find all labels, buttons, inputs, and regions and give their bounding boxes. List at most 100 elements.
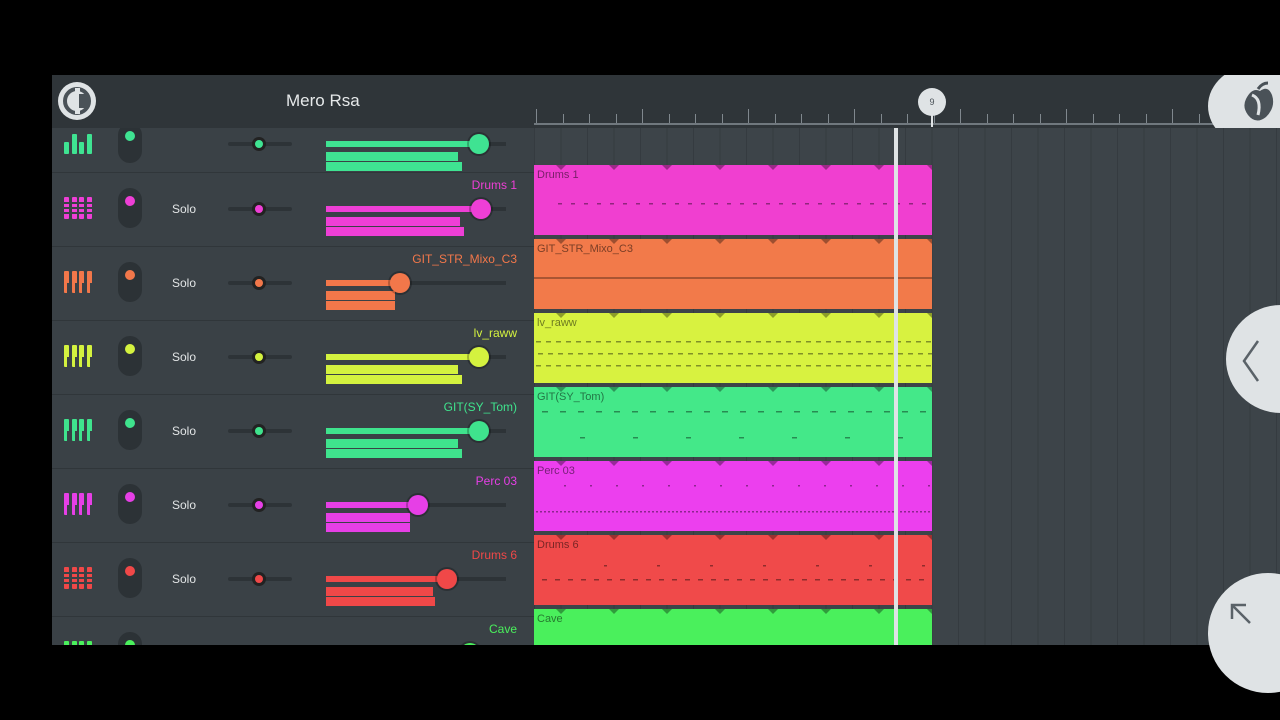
pan-slider-knob[interactable]	[252, 137, 266, 151]
channel-name[interactable]: GIT(SY_Tom)	[443, 400, 517, 414]
bar-marker	[927, 535, 932, 540]
drum-grid-icon[interactable]	[64, 567, 92, 589]
solo-button[interactable]: Solo	[172, 424, 197, 438]
ruler-tick	[960, 109, 961, 123]
volume-slider-knob[interactable]	[469, 134, 489, 154]
solo-button[interactable]: Solo	[172, 498, 197, 512]
mute-toggle[interactable]	[118, 336, 142, 376]
channel-row[interactable]	[52, 128, 534, 181]
pattern-clip[interactable]: Cave	[534, 609, 932, 645]
channel-row[interactable]: Solo lv_raww	[52, 320, 534, 394]
clip-label: lv_raww	[537, 317, 577, 329]
bar-marker	[609, 313, 619, 318]
note-preview	[534, 277, 932, 279]
fl-studio-logo-icon[interactable]	[58, 82, 96, 120]
channel-name[interactable]: Drums 6	[471, 548, 517, 562]
pan-slider-knob[interactable]	[252, 572, 266, 586]
channel-row[interactable]: Solo Perc 03	[52, 468, 534, 542]
bar-marker	[927, 313, 932, 318]
mute-toggle[interactable]	[118, 262, 142, 302]
drum-grid-icon[interactable]	[64, 197, 92, 219]
bar-marker	[556, 239, 566, 244]
volume-meter-bar	[326, 280, 400, 286]
channel-row[interactable]: Solo GIT(SY_Tom)	[52, 394, 534, 468]
channel-name[interactable]: Drums 1	[471, 178, 517, 192]
bar-marker	[609, 387, 619, 392]
keyboard-icon[interactable]	[64, 419, 92, 441]
pattern-clip[interactable]: Drums 1	[534, 165, 932, 235]
mute-toggle[interactable]	[118, 410, 142, 450]
ruler-tick	[774, 114, 776, 123]
bar-marker	[927, 609, 932, 614]
note-preview	[542, 411, 926, 439]
volume-meter-bar	[326, 513, 410, 522]
volume-slider-knob[interactable]	[437, 569, 457, 589]
volume-meter-bar	[326, 375, 462, 384]
pan-slider-knob[interactable]	[252, 276, 266, 290]
channel-name[interactable]: Cave	[488, 622, 517, 636]
channel-row[interactable]: Solo Drums 1	[52, 172, 534, 246]
mute-led	[125, 492, 135, 502]
solo-button[interactable]: Solo	[172, 350, 197, 364]
pattern-clip[interactable]: lv_raww	[534, 313, 932, 383]
volume-meter-bar	[326, 597, 435, 606]
channel-row[interactable]: Cave	[52, 616, 534, 645]
project-title[interactable]: Mero Rsa	[286, 91, 360, 110]
keyboard-icon[interactable]	[64, 493, 92, 515]
mute-toggle[interactable]	[118, 128, 142, 163]
bar-marker	[715, 387, 725, 392]
mute-toggle[interactable]	[118, 188, 142, 228]
bar-marker	[821, 461, 831, 466]
keyboard-icon[interactable]	[64, 345, 92, 367]
mute-toggle[interactable]	[118, 484, 142, 524]
ruler-tick	[801, 114, 802, 123]
playlist-grid[interactable]: Drums 1 GIT_STR_Mixo_C3 lv_raww GIT(SY_Tom)…	[534, 128, 1280, 645]
keyboard-icon[interactable]	[64, 271, 92, 293]
bar-marker	[609, 461, 619, 466]
volume-slider-knob[interactable]	[471, 199, 491, 219]
mixer-bars-icon[interactable]	[64, 132, 92, 154]
pan-slider-knob[interactable]	[252, 498, 266, 512]
keyboard-icon[interactable]	[64, 641, 92, 645]
mute-toggle[interactable]	[118, 558, 142, 598]
volume-slider-knob[interactable]	[469, 421, 489, 441]
ruler-tick	[907, 114, 908, 123]
bar-marker	[768, 387, 778, 392]
pattern-clip[interactable]: GIT(SY_Tom)	[534, 387, 932, 457]
volume-slider-knob[interactable]	[408, 495, 428, 515]
bar-marker	[821, 609, 831, 614]
solo-button[interactable]: Solo	[172, 202, 197, 216]
volume-slider-track[interactable]	[326, 281, 506, 285]
bar-marker	[821, 239, 831, 244]
ruler-tick	[1119, 114, 1120, 123]
song-position-marker[interactable]: 9	[918, 88, 946, 116]
channel-row[interactable]: Solo GIT_STR_Mixo_C3	[52, 246, 534, 320]
volume-slider-knob[interactable]	[469, 347, 489, 367]
pan-slider-knob[interactable]	[252, 350, 266, 364]
pattern-clip[interactable]: Drums 6	[534, 535, 932, 605]
playhead[interactable]	[894, 128, 898, 645]
channel-name[interactable]: Perc 03	[475, 474, 517, 488]
pan-slider-knob[interactable]	[252, 424, 266, 438]
volume-meter-bar	[326, 301, 395, 310]
bar-marker	[609, 239, 619, 244]
bar-marker	[662, 313, 672, 318]
channel-name[interactable]: GIT_STR_Mixo_C3	[412, 252, 517, 266]
timeline-ruler[interactable]	[534, 103, 1280, 128]
volume-slider-knob[interactable]	[460, 643, 480, 645]
volume-meter-bar	[326, 206, 481, 212]
ruler-tick	[721, 114, 723, 123]
pattern-clip[interactable]: GIT_STR_Mixo_C3	[534, 239, 932, 309]
solo-button[interactable]: Solo	[172, 572, 197, 586]
pattern-clip[interactable]: Perc 03	[534, 461, 932, 531]
mute-toggle[interactable]	[118, 632, 142, 645]
channel-name[interactable]: lv_raww	[473, 326, 517, 340]
note-preview	[534, 609, 932, 645]
channel-row[interactable]: Solo Drums 6	[52, 542, 534, 616]
volume-meter-bar	[326, 502, 418, 508]
bar-marker	[715, 609, 725, 614]
pan-slider-knob[interactable]	[252, 202, 266, 216]
solo-button[interactable]: Solo	[172, 276, 197, 290]
volume-meter-bar	[326, 162, 462, 171]
volume-slider-knob[interactable]	[390, 273, 410, 293]
